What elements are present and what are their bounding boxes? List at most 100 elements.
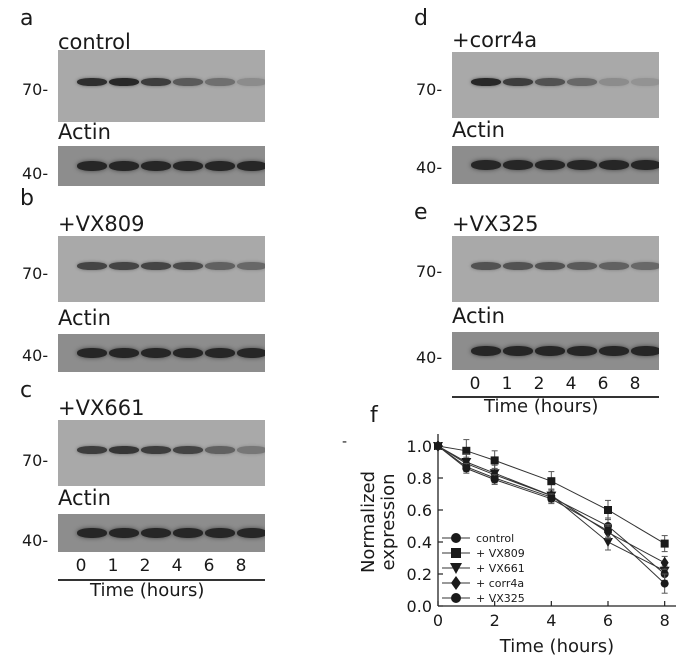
target-band xyxy=(109,261,139,270)
mw-marker-70: 70- xyxy=(416,80,443,99)
data-point xyxy=(547,494,556,503)
target-band xyxy=(599,261,629,270)
target-band xyxy=(503,77,533,86)
time-tick: 6 xyxy=(203,556,215,576)
actin-band xyxy=(535,160,565,170)
actin-band xyxy=(503,160,533,170)
western-blot-target xyxy=(452,52,659,118)
time-tick: 4 xyxy=(565,374,577,394)
target-band xyxy=(173,445,203,454)
condition-label: +VX809 xyxy=(58,212,145,236)
condition-label: +VX325 xyxy=(452,212,539,236)
actin-band xyxy=(631,160,659,170)
x-tick-label: 0 xyxy=(433,611,443,630)
panel-letter: b xyxy=(20,186,34,211)
western-blot-actin xyxy=(452,332,659,370)
actin-band xyxy=(109,348,139,358)
mw-marker-70: 70- xyxy=(416,262,443,281)
actin-label: Actin xyxy=(452,118,505,142)
actin-band xyxy=(599,346,629,356)
legend-marker xyxy=(451,533,461,543)
target-band xyxy=(631,77,659,86)
target-band xyxy=(567,261,597,270)
legend-label: + VX325 xyxy=(476,592,525,605)
data-point xyxy=(462,464,471,473)
actin-band xyxy=(599,160,629,170)
legend-marker xyxy=(451,576,461,590)
actin-band xyxy=(109,528,139,538)
legend-marker xyxy=(451,548,461,558)
actin-band xyxy=(77,528,107,538)
actin-band xyxy=(503,346,533,356)
y-tick-label: 1.0 xyxy=(407,437,432,456)
target-band xyxy=(205,78,235,87)
actin-band xyxy=(535,346,565,356)
x-tick-label: 6 xyxy=(603,611,613,630)
legend-marker xyxy=(451,593,461,603)
time-tick: 8 xyxy=(235,556,247,576)
panel-letter: a xyxy=(20,6,34,31)
legend-marker xyxy=(450,563,462,574)
mw-marker-70: 70- xyxy=(22,451,49,470)
time-tick: 4 xyxy=(171,556,183,576)
target-band xyxy=(77,445,107,454)
actin-band xyxy=(631,346,659,356)
panel-letter: c xyxy=(20,378,33,403)
target-band xyxy=(141,445,171,454)
y-tick-label: 0.8 xyxy=(407,469,432,488)
target-band xyxy=(173,261,203,270)
data-point xyxy=(490,456,499,465)
time-tick: 1 xyxy=(107,556,119,576)
western-blot-actin xyxy=(58,514,265,552)
mw-marker-40: 40- xyxy=(22,346,49,365)
time-axis-line xyxy=(58,579,265,581)
data-point xyxy=(660,556,669,569)
y-tick-label: 0.2 xyxy=(407,565,432,584)
legend-label: + corr4a xyxy=(476,577,524,590)
panel-letter: d xyxy=(414,6,428,31)
western-blot-target xyxy=(58,420,265,486)
data-point xyxy=(547,477,556,486)
target-band xyxy=(205,445,235,454)
mw-marker-70: 70- xyxy=(22,264,49,283)
x-tick-label: 8 xyxy=(660,611,670,630)
mw-marker-40: 40- xyxy=(22,531,49,550)
time-axis-line xyxy=(452,396,659,398)
mw-marker-40: 40- xyxy=(22,164,49,183)
series-line xyxy=(437,445,666,584)
actin-band xyxy=(141,348,171,358)
actin-band xyxy=(205,348,235,358)
actin-band xyxy=(567,160,597,170)
actin-band xyxy=(173,348,203,358)
target-band xyxy=(631,261,659,270)
time-tick: 2 xyxy=(533,374,545,394)
target-band xyxy=(503,261,533,270)
stray-mark: - xyxy=(342,434,347,450)
actin-label: Actin xyxy=(58,486,111,510)
y-axis-label: expression xyxy=(378,473,399,570)
actin-label: Actin xyxy=(58,306,111,330)
mw-marker-70: 70- xyxy=(22,80,49,99)
actin-band xyxy=(141,161,171,171)
legend-label: control xyxy=(476,532,514,545)
data-point xyxy=(434,442,442,450)
data-point xyxy=(490,475,499,484)
time-tick: 8 xyxy=(629,374,641,394)
target-band xyxy=(173,78,203,87)
mw-marker-40: 40- xyxy=(416,158,443,177)
actin-band xyxy=(237,161,265,171)
target-band xyxy=(237,78,265,87)
actin-band xyxy=(567,346,597,356)
time-tick: 0 xyxy=(75,556,87,576)
panel-letter: f xyxy=(370,403,379,428)
actin-band xyxy=(471,346,501,356)
data-point xyxy=(604,526,612,535)
y-tick-label: 0.4 xyxy=(407,533,432,552)
legend-label: + VX661 xyxy=(476,562,525,575)
target-band xyxy=(471,77,501,86)
target-band xyxy=(109,78,139,87)
target-band xyxy=(141,78,171,87)
data-point xyxy=(603,538,613,547)
x-tick-label: 4 xyxy=(546,611,556,630)
y-axis-label: Normalized xyxy=(358,471,379,573)
